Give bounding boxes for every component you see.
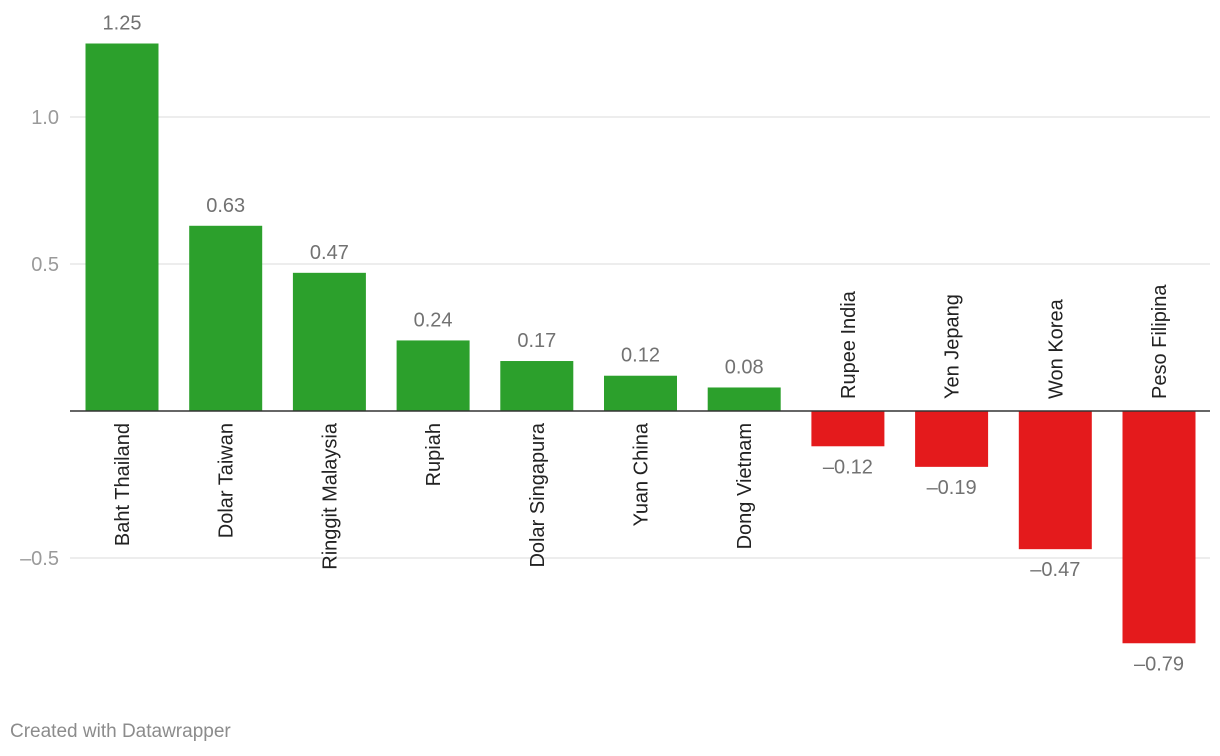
category-label: Yen Jepang bbox=[942, 294, 964, 399]
category-label: Rupiah bbox=[423, 423, 445, 486]
y-tick-label: 0.5 bbox=[31, 254, 59, 276]
category-label: Yuan China bbox=[631, 422, 653, 526]
data-label: 0.17 bbox=[517, 330, 556, 352]
bar bbox=[707, 387, 781, 411]
bar bbox=[500, 361, 574, 411]
category-label: Dolar Taiwan bbox=[216, 423, 238, 538]
bar bbox=[189, 225, 263, 411]
bar-chart: 1.0 0.5 –0.5 1.25 Baht Thailand 0.63 Dolar Tai… bbox=[20, 13, 1210, 675]
bar bbox=[1018, 411, 1092, 550]
category-label: Ringgit Malaysia bbox=[319, 422, 341, 570]
bar bbox=[396, 340, 470, 411]
data-label: 0.08 bbox=[725, 356, 764, 378]
category-label: Peso Filipina bbox=[1149, 284, 1171, 399]
y-tick-label: –0.5 bbox=[20, 548, 59, 570]
bar bbox=[811, 411, 885, 447]
data-label: –0.19 bbox=[927, 477, 977, 499]
data-label: –0.47 bbox=[1030, 559, 1080, 581]
data-label: 0.24 bbox=[414, 309, 453, 331]
data-label: 0.12 bbox=[621, 345, 660, 367]
y-tick-label: 1.0 bbox=[31, 107, 59, 129]
data-label: 1.25 bbox=[103, 13, 142, 35]
data-label: –0.12 bbox=[823, 456, 873, 478]
bar bbox=[915, 411, 989, 467]
footer-credit: Created with Datawrapper bbox=[10, 721, 231, 742]
bar bbox=[85, 43, 159, 411]
data-label: 0.63 bbox=[206, 195, 245, 217]
bar bbox=[292, 272, 366, 411]
category-label: Dolar Singapura bbox=[527, 422, 549, 567]
data-label: 0.47 bbox=[310, 242, 349, 264]
bar bbox=[604, 375, 677, 411]
data-label: –0.79 bbox=[1134, 653, 1184, 675]
category-label: Dong Vietnam bbox=[734, 423, 756, 549]
category-label: Won Korea bbox=[1045, 298, 1067, 399]
bar bbox=[1122, 411, 1196, 644]
category-label: Rupee India bbox=[838, 290, 860, 399]
category-label: Baht Thailand bbox=[112, 423, 134, 546]
